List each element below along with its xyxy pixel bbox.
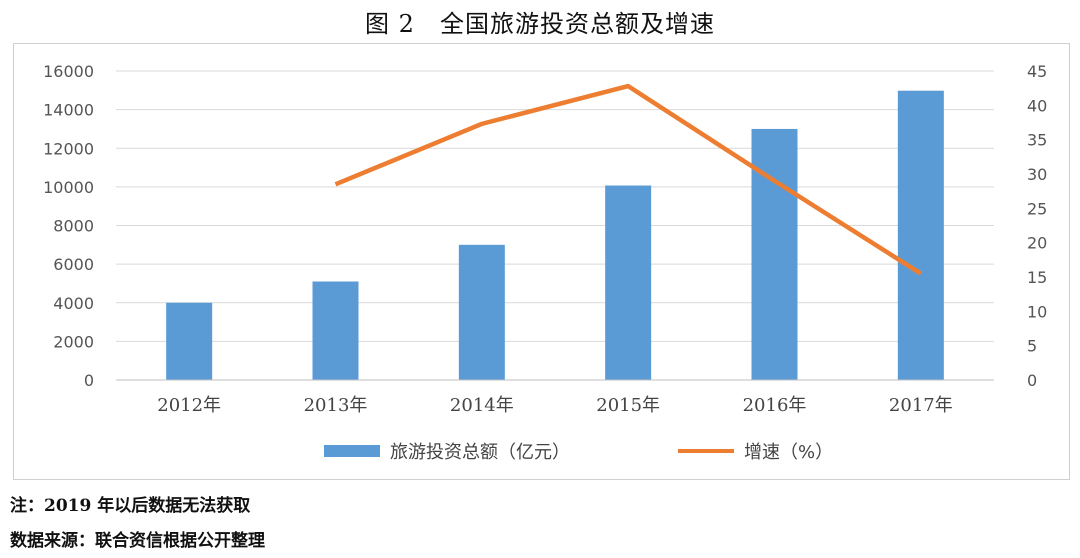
x-axis: 2012年 2013年 2014年 2015年 2016年 2017年 <box>116 379 994 416</box>
bar-series <box>166 90 944 381</box>
x-tick-5: 2017年 <box>889 395 953 416</box>
y-left-tick-1: 2000 <box>53 332 94 351</box>
y-right-tick-4: 20 <box>1027 234 1047 253</box>
x-tick-0: 2012年 <box>157 395 221 416</box>
y-left-tick-6: 12000 <box>43 139 94 158</box>
legend: 旅游投资总额（亿元） 增速（%） <box>324 442 833 463</box>
y-axis-right: 0 5 10 15 20 25 30 35 40 45 <box>1027 62 1047 390</box>
footnote: 注：2019 年以后数据无法获取 <box>10 496 251 516</box>
y-right-tick-6: 30 <box>1027 165 1047 184</box>
y-left-tick-0: 0 <box>84 371 94 390</box>
legend-label-investment: 旅游投资总额（亿元） <box>390 442 570 463</box>
y-left-tick-5: 10000 <box>43 178 94 197</box>
y-right-tick-1: 5 <box>1027 337 1037 356</box>
y-right-tick-7: 35 <box>1027 131 1047 150</box>
legend-label-growth: 增速（%） <box>744 442 833 463</box>
gridlines <box>116 70 994 381</box>
legend-swatch-investment <box>324 445 380 457</box>
y-left-tick-3: 6000 <box>53 255 94 274</box>
y-right-tick-2: 10 <box>1027 302 1047 321</box>
x-tick-1: 2013年 <box>304 395 368 416</box>
bar-2012年 <box>166 302 213 380</box>
bar-2013年 <box>312 281 359 380</box>
source-note: 数据来源：联合资信根据公开整理 <box>10 531 265 551</box>
line-series <box>334 83 923 276</box>
y-right-tick-8: 40 <box>1027 96 1047 115</box>
y-left-tick-2: 4000 <box>53 294 94 313</box>
x-tick-2: 2014年 <box>450 395 514 416</box>
y-left-tick-7: 14000 <box>43 101 94 120</box>
y-right-tick-9: 45 <box>1027 62 1047 81</box>
bar-2017年 <box>897 90 944 381</box>
bar-2014年 <box>458 244 505 380</box>
y-right-tick-3: 15 <box>1027 268 1047 287</box>
x-tick-4: 2016年 <box>743 395 807 416</box>
y-axis-left: 0 2000 4000 6000 8000 10000 12000 14000 16000 <box>43 62 94 390</box>
y-right-tick-0: 0 <box>1027 371 1037 390</box>
chart-title: 图 2 全国旅游投资总额及增速 <box>365 10 715 38</box>
x-tick-3: 2015年 <box>596 395 660 416</box>
chart-frame: 0 2000 4000 6000 8000 10000 12000 14000 16000 0 5… <box>13 43 1070 480</box>
chart-svg: 0 2000 4000 6000 8000 10000 12000 14000 16000 0 5… <box>43 62 1047 463</box>
y-left-tick-4: 8000 <box>53 217 94 236</box>
bar-2015年 <box>605 185 652 380</box>
y-left-tick-8: 16000 <box>43 62 94 81</box>
y-right-tick-5: 25 <box>1027 199 1047 218</box>
bar-2016年 <box>751 128 798 380</box>
